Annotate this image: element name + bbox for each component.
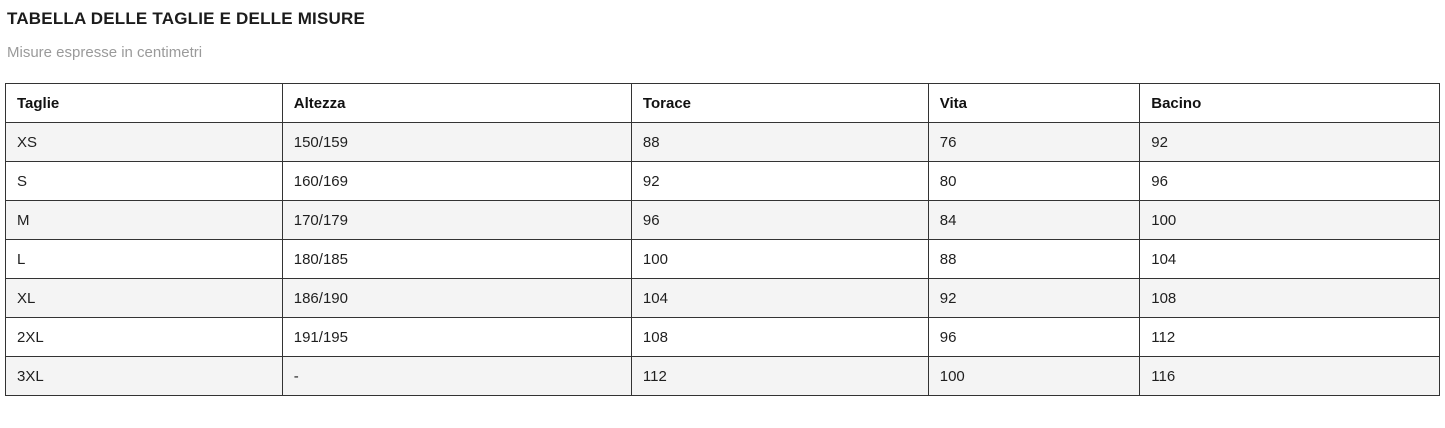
column-header-taglie: Taglie (5, 83, 283, 123)
cell-bacino: 104 (1139, 239, 1440, 279)
cell-bacino: 92 (1139, 122, 1440, 162)
cell-vita: 76 (927, 122, 1141, 162)
cell-bacino: 116 (1139, 356, 1440, 396)
cell-torace: 88 (630, 122, 929, 162)
table-row-l: L 180/185 100 88 104 (5, 239, 1440, 279)
table-row-s: S 160/169 92 80 96 (5, 161, 1440, 201)
cell-vita: 92 (927, 278, 1141, 318)
cell-bacino: 108 (1139, 278, 1440, 318)
page-subtitle: Misure espresse in centimetri (7, 44, 203, 61)
cell-taglia: XS (5, 122, 283, 162)
cell-taglia: M (5, 200, 283, 240)
column-header-altezza: Altezza (281, 83, 632, 123)
cell-torace: 104 (630, 278, 929, 318)
cell-taglia: S (5, 161, 283, 201)
table-row-3xl: 3XL - 112 100 116 (5, 356, 1440, 396)
table-row-m: M 170/179 96 84 100 (5, 200, 1440, 240)
column-header-bacino: Bacino (1139, 83, 1440, 123)
table-row-2xl: 2XL 191/195 108 96 112 (5, 317, 1440, 357)
cell-torace: 108 (630, 317, 929, 357)
column-header-torace: Torace (630, 83, 929, 123)
table-row-xl: XL 186/190 104 92 108 (5, 278, 1440, 318)
cell-torace: 112 (630, 356, 929, 396)
cell-bacino: 112 (1139, 317, 1440, 357)
cell-altezza: 186/190 (281, 278, 632, 318)
column-header-vita: Vita (927, 83, 1141, 123)
cell-torace: 96 (630, 200, 929, 240)
size-table: Taglie Altezza Torace Vita Bacino XS 150… (5, 83, 1440, 396)
cell-taglia: L (5, 239, 283, 279)
cell-vita: 96 (927, 317, 1141, 357)
cell-vita: 100 (927, 356, 1141, 396)
cell-altezza: 150/159 (281, 122, 632, 162)
page-title: TABELLA DELLE TAGLIE E DELLE MISURE (7, 9, 366, 28)
cell-vita: 88 (927, 239, 1141, 279)
cell-torace: 100 (630, 239, 929, 279)
table-row-xs: XS 150/159 88 76 92 (5, 122, 1440, 162)
cell-bacino: 96 (1139, 161, 1440, 201)
cell-altezza: 191/195 (281, 317, 632, 357)
cell-bacino: 100 (1139, 200, 1440, 240)
cell-taglia: XL (5, 278, 283, 318)
cell-torace: 92 (630, 161, 929, 201)
cell-taglia: 3XL (5, 356, 283, 396)
cell-vita: 84 (927, 200, 1141, 240)
cell-altezza: 180/185 (281, 239, 632, 279)
cell-vita: 80 (927, 161, 1141, 201)
cell-altezza: 170/179 (281, 200, 632, 240)
cell-altezza: 160/169 (281, 161, 632, 201)
table-header-row: Taglie Altezza Torace Vita Bacino (5, 83, 1440, 123)
cell-taglia: 2XL (5, 317, 283, 357)
cell-altezza: - (281, 356, 632, 396)
